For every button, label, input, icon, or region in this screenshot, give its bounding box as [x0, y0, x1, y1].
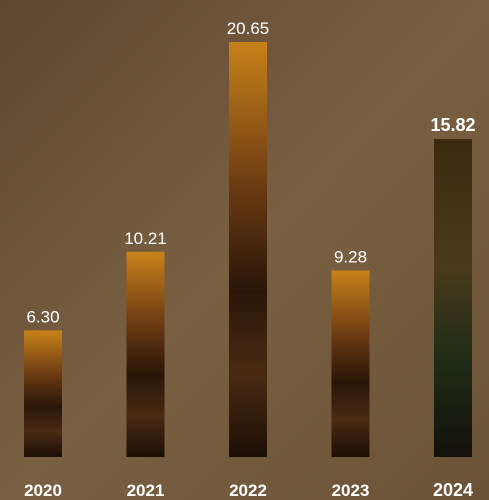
x-tick-label: 2023 — [332, 481, 370, 500]
x-tick-label: 2024 — [433, 480, 473, 500]
value-label: 20.65 — [227, 19, 270, 38]
value-label: 9.28 — [334, 248, 367, 267]
x-tick-label: 2021 — [127, 481, 165, 500]
x-tick-label: 2022 — [229, 481, 267, 500]
bar — [229, 42, 267, 457]
bar — [434, 139, 472, 457]
value-label: 15.82 — [430, 115, 475, 135]
value-label: 6.30 — [26, 307, 59, 326]
value-label: 10.21 — [124, 229, 167, 248]
bar — [24, 330, 62, 457]
bar — [331, 270, 370, 457]
x-tick-label: 2020 — [24, 481, 62, 500]
bar — [126, 251, 165, 457]
